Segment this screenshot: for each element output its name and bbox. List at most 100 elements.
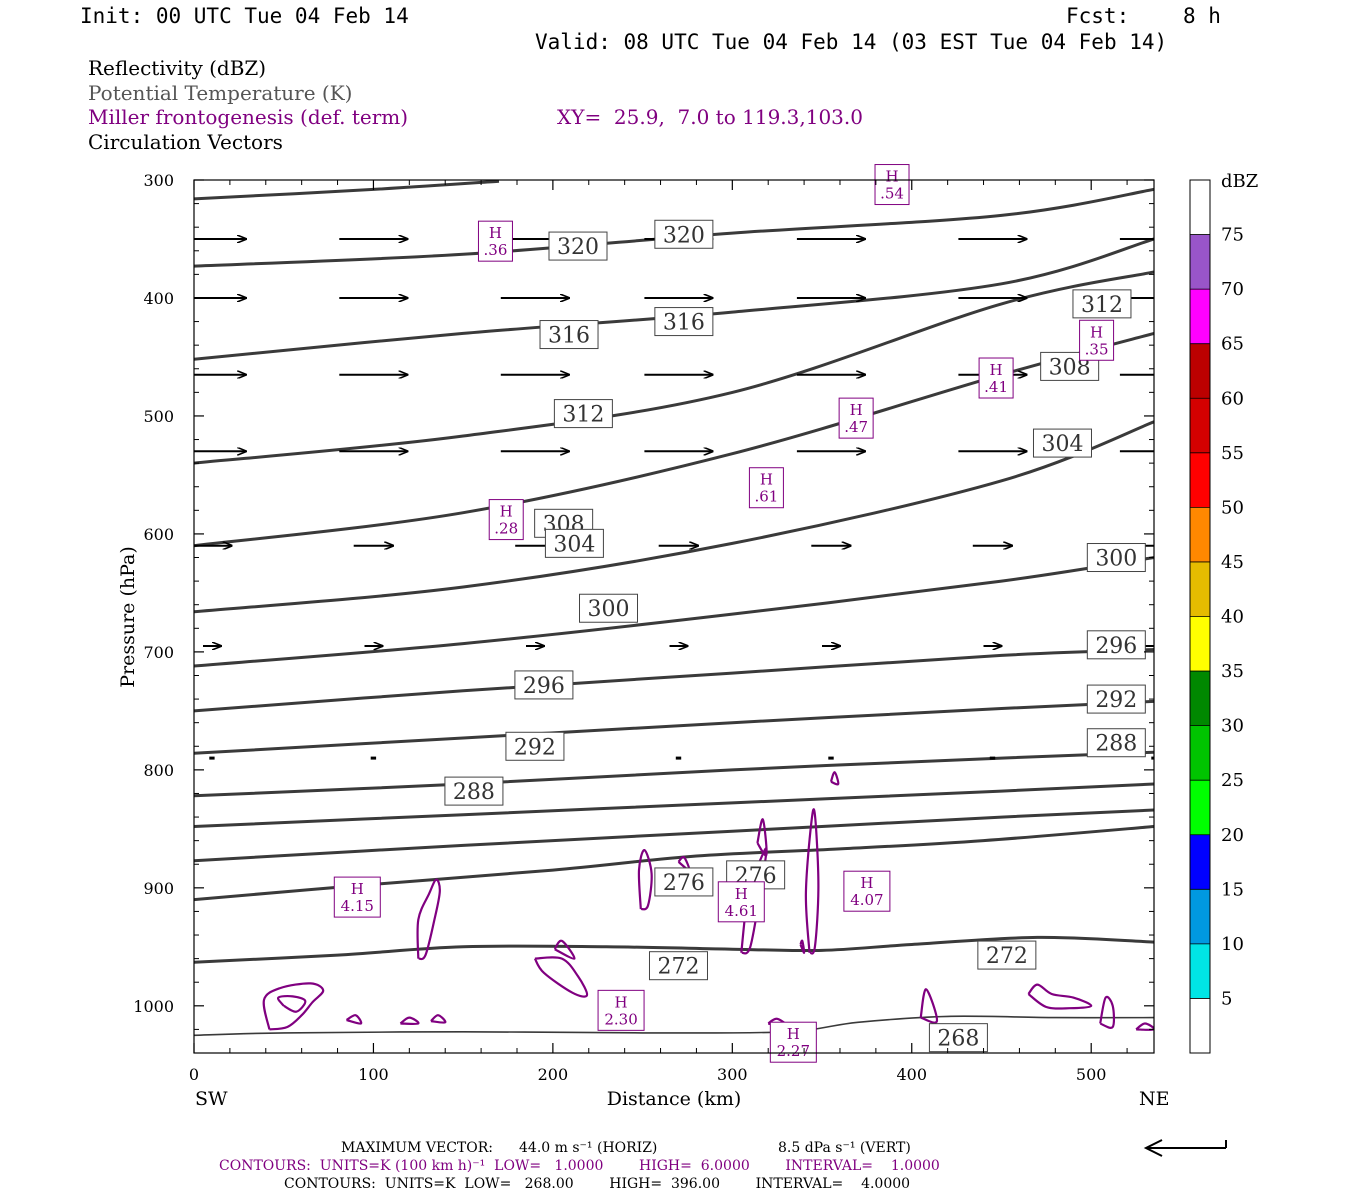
- valid-time: Valid: 08 UTC Tue 04 Feb 14 (03 EST Tue …: [535, 30, 1168, 54]
- reference-vector-icon: [1143, 1139, 1227, 1157]
- frontogenesis-max-box: [838, 397, 874, 439]
- x-tick-label: 300: [717, 1065, 748, 1084]
- x-tick-label: 200: [538, 1065, 569, 1084]
- colorbar-label: 65: [1221, 334, 1244, 355]
- frontogenesis-max: H.41: [978, 357, 1014, 399]
- isentrope-label: 316: [539, 320, 599, 350]
- isentrope-label-text: 272: [657, 955, 699, 980]
- colorbar-label: 20: [1221, 825, 1244, 846]
- y-tick-label: 1000: [133, 997, 174, 1016]
- isentrope-label-box: [648, 951, 708, 981]
- colorbar-segment: [1190, 289, 1210, 344]
- isentrope-label-box: [1072, 289, 1132, 319]
- max-vector-label: MAXIMUM VECTOR:: [341, 1140, 493, 1156]
- frontogenesis-max-box: [1079, 319, 1115, 361]
- frontogenesis-max-box: [488, 499, 524, 541]
- colorbar-segment: [1190, 234, 1210, 290]
- frontogenesis-contour: [799, 939, 806, 954]
- colorbar-segment: [1190, 998, 1210, 1053]
- isentrope-label: 320: [548, 231, 608, 261]
- isentrope-300: [194, 556, 1154, 668]
- frontogenesis-contour: [345, 1014, 363, 1025]
- isentrope-label-text: 312: [562, 403, 604, 428]
- frontogenesis-max: H2.30: [597, 989, 645, 1031]
- isentrope-312: [194, 270, 1154, 465]
- isentrope-label: 320: [654, 219, 714, 249]
- y-tick-label: 800: [143, 761, 174, 780]
- isentrope-304: [194, 420, 1154, 614]
- isentrope-label: 304: [544, 528, 604, 558]
- isentrope-label: 312: [553, 399, 613, 429]
- isentrope-label-text: 304: [1041, 432, 1083, 457]
- frontogenesis-max-letter: H: [787, 1025, 800, 1043]
- isentrope-label: 292: [505, 731, 565, 761]
- isentrope-label: 272: [648, 951, 708, 981]
- isentrope-label: 312: [1072, 289, 1132, 319]
- frontogenesis-max-box: [597, 989, 645, 1031]
- frontogenesis-max-letter: H: [615, 993, 628, 1011]
- frontogenesis-max-value: .54: [880, 185, 904, 203]
- frontogenesis-max-letter: H: [850, 401, 863, 419]
- endpoint-label-ne: NE: [1139, 1088, 1170, 1110]
- frontogenesis-max-box: [874, 164, 910, 206]
- isentrope-label-box: [544, 528, 604, 558]
- frontogenesis-contour: [430, 1014, 447, 1024]
- frontogenesis-max: H.54: [874, 164, 910, 206]
- isentrope-label-box: [654, 867, 714, 897]
- isentrope-label-text: 296: [1095, 634, 1137, 659]
- isentrope-label-box: [539, 320, 599, 350]
- isentrope-label-box: [1032, 428, 1092, 458]
- isentrope-label: 300: [1086, 543, 1146, 573]
- isentrope-288: [194, 750, 1154, 798]
- frontogenesis-max-box: [717, 881, 765, 923]
- colorbar-label: 60: [1221, 388, 1244, 409]
- forecast-hour: 8 h: [1183, 4, 1221, 28]
- isentrope-label-box: [579, 593, 639, 623]
- frontogenesis-max-letter: H: [489, 224, 502, 242]
- isentrope-268: [194, 1015, 1154, 1037]
- frontogenesis-contour: [553, 939, 576, 960]
- frontogenesis-contour: [1027, 983, 1093, 1010]
- frontogenesis-max-box: [477, 220, 513, 262]
- x-tick-label: 500: [1076, 1065, 1107, 1084]
- colorbar-segment: [1190, 507, 1210, 562]
- frontogenesis-max-letter: H: [1090, 323, 1103, 341]
- isentrope-label-text: 300: [588, 597, 630, 622]
- colorbar-label: 15: [1221, 879, 1244, 900]
- y-tick-label: 300: [143, 171, 174, 190]
- x-tick-label: 0: [189, 1065, 199, 1084]
- frontogenesis-max-value: 4.61: [725, 902, 758, 920]
- isentrope-label-box: [1086, 728, 1146, 758]
- frontogenesis-contour: [1099, 995, 1116, 1029]
- isentrope-316: [194, 237, 1154, 361]
- frontogenesis-contour: [399, 1016, 420, 1026]
- isentrope-label-text: 292: [1095, 688, 1137, 713]
- frontogenesis-max-value: .41: [984, 378, 1008, 396]
- frontogenesis-contour: [416, 878, 441, 961]
- frontogenesis-max-box: [978, 357, 1014, 399]
- frontogenesis-max-box: [769, 1021, 817, 1063]
- isentrope-label: 292: [1086, 684, 1146, 714]
- frontogenesis-max: H.28: [488, 499, 524, 541]
- isentrope-label-text: 320: [557, 235, 599, 260]
- field-vectors: Circulation Vectors: [88, 130, 283, 154]
- colorbar-label: 35: [1221, 661, 1244, 682]
- isentrope-label-text: 304: [553, 532, 595, 557]
- init-time: Init: 00 UTC Tue 04 Feb 14: [80, 4, 409, 28]
- frontogenesis-max-letter: H: [351, 880, 364, 898]
- frontogenesis-max-value: .47: [844, 418, 868, 436]
- colorbar-label: 5: [1221, 988, 1232, 1009]
- isentrope-label: 296: [514, 670, 574, 700]
- max-vector-horiz: 44.0 m s⁻¹ (HORIZ): [519, 1140, 658, 1156]
- isentrope-label-text: 272: [986, 944, 1028, 969]
- x-tick-label: 100: [358, 1065, 389, 1084]
- isentrope-label-box: [553, 399, 613, 429]
- isentrope-label: 300: [579, 593, 639, 623]
- frontogenesis-contour: [277, 994, 307, 1013]
- isentrope-label: 288: [444, 776, 504, 806]
- colorbar-label: 70: [1221, 279, 1244, 300]
- colorbar-segment: [1190, 616, 1210, 672]
- colorbar-label: 50: [1221, 497, 1244, 518]
- y-tick-label: 900: [143, 879, 174, 898]
